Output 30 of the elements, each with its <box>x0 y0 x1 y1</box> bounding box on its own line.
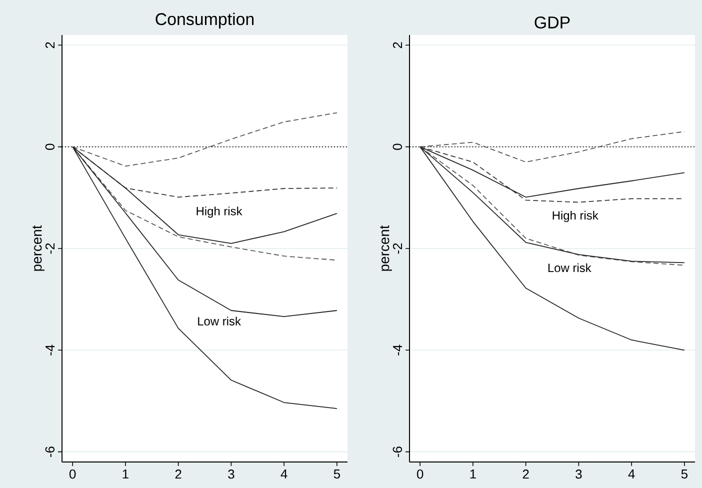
y-tick-label: -6 <box>392 446 402 457</box>
x-tick-label: 2 <box>175 470 182 479</box>
y-tick-label: -4 <box>46 344 54 356</box>
x-tick-label: 5 <box>681 470 688 479</box>
x-tick-label: 1 <box>122 470 128 478</box>
y-tick-label: 0 <box>392 144 402 150</box>
x-tick-label: 4 <box>280 470 288 478</box>
annotation: High risk <box>552 210 598 222</box>
x-tick-label: 5 <box>334 470 340 479</box>
annotation: High risk <box>196 206 242 218</box>
y-axis-title: percent <box>32 225 44 271</box>
x-tick-label: 4 <box>628 470 635 478</box>
x-tick-label: 0 <box>69 470 76 479</box>
chart-title: GDP <box>534 16 570 28</box>
y-tick-label: 0 <box>45 144 54 150</box>
x-tick-label: 2 <box>522 470 529 479</box>
y-tick-label: -6 <box>45 446 54 457</box>
annotation: Low risk <box>548 263 592 272</box>
annotation: Low risk <box>198 316 241 326</box>
y-tick-label: -4 <box>393 344 402 356</box>
y-tick-label: -2 <box>392 243 402 254</box>
x-tick-label: 1 <box>470 470 476 478</box>
y-axis-title: percent <box>380 225 392 271</box>
chart-title: Consumption <box>156 12 254 28</box>
y-tick-label: 2 <box>45 42 54 48</box>
x-tick-label: 0 <box>416 470 424 479</box>
y-tick-label: 2 <box>392 42 402 48</box>
x-tick-label: 3 <box>576 470 582 479</box>
x-tick-label: 3 <box>228 470 234 479</box>
y-tick-label: -2 <box>45 243 54 254</box>
